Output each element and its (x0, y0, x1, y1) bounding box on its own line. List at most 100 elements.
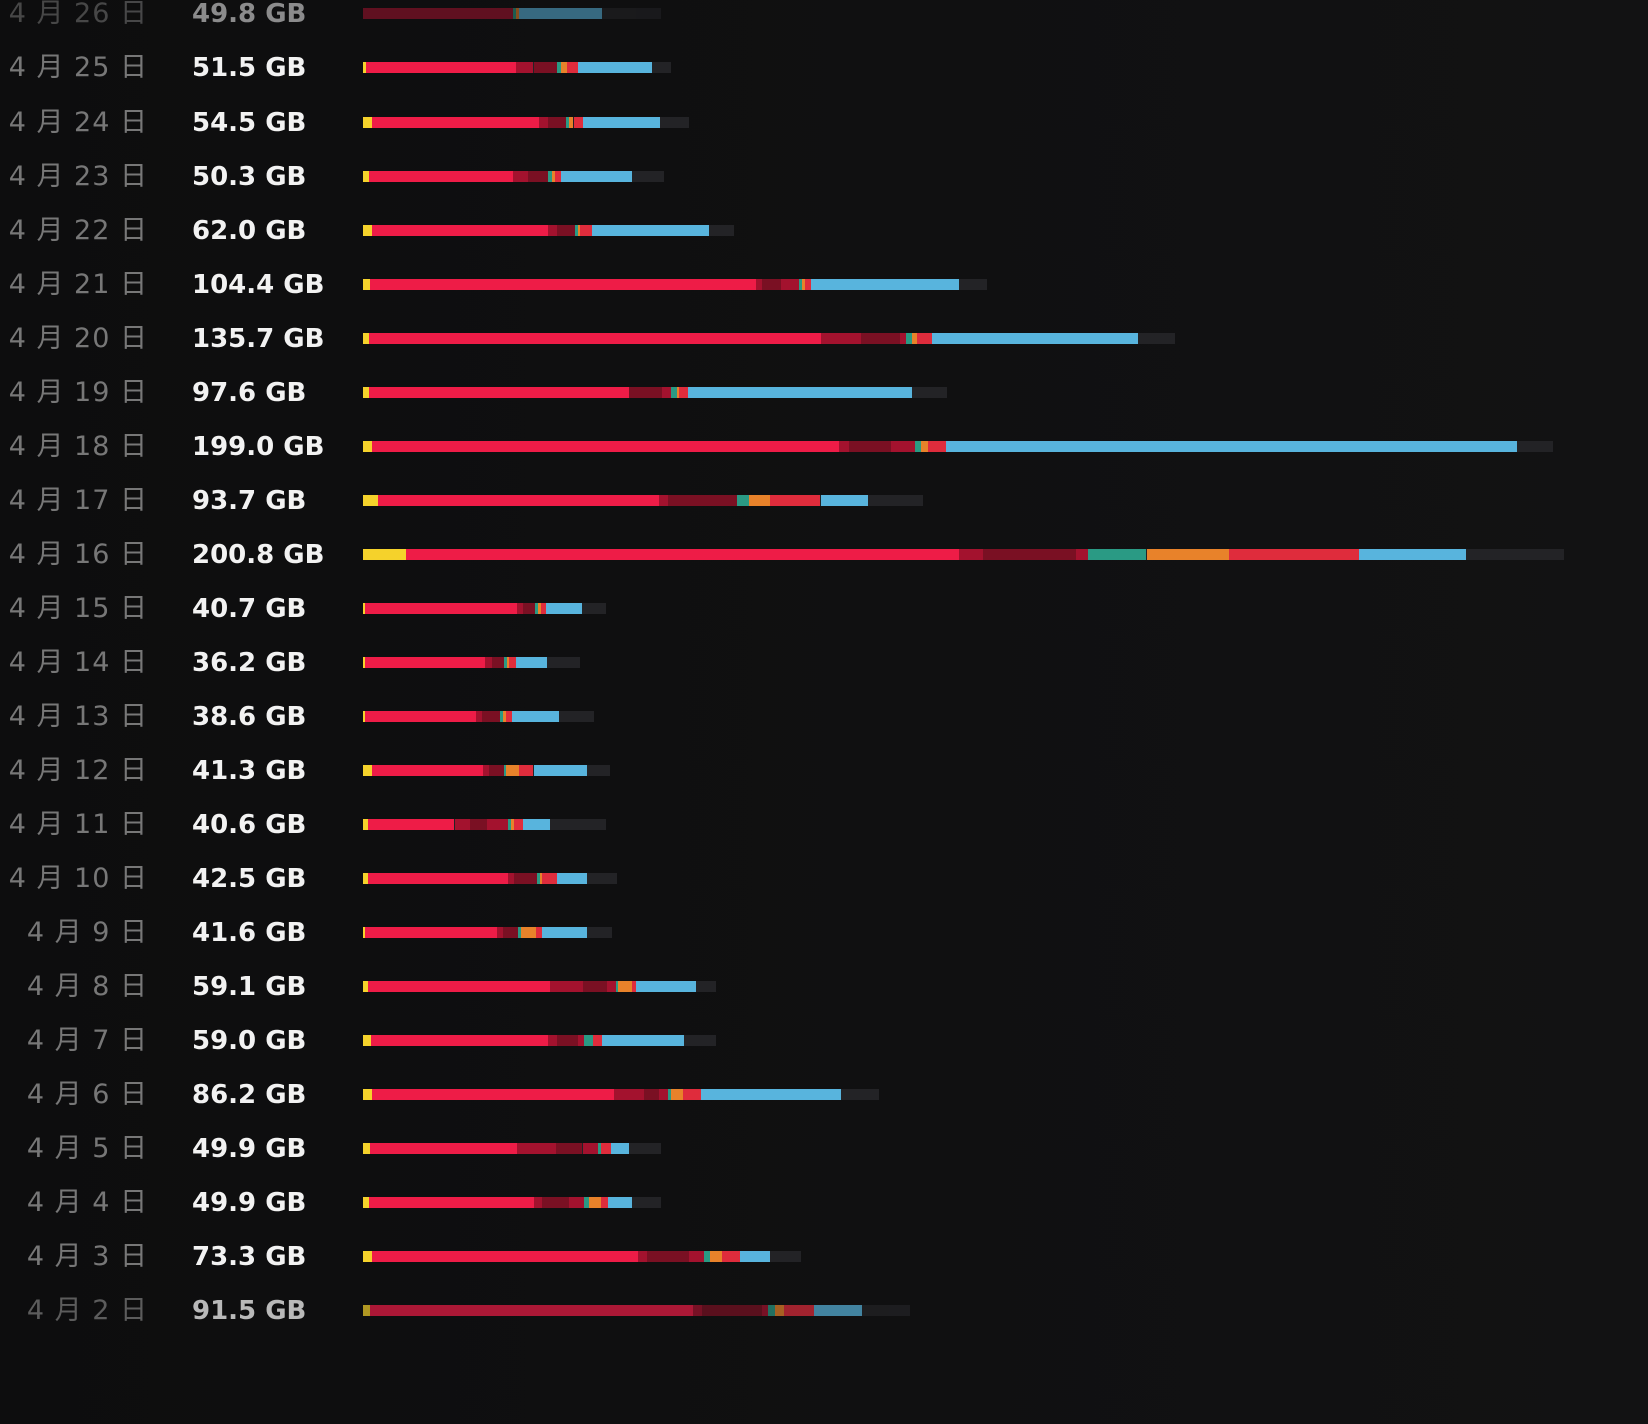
usage-row[interactable]: 4 月 26 日 49.8 GB (0, 0, 1648, 34)
usage-row[interactable]: 4 月 4 日 49.9 GB (0, 1183, 1648, 1223)
usage-bar-segment-orange (505, 765, 520, 776)
usage-row[interactable]: 4 月 16 日 200.8 GB (0, 535, 1648, 575)
usage-bar-segment-red (406, 549, 960, 560)
usage-row[interactable]: 4 月 22 日 62.0 GB (0, 211, 1648, 251)
usage-row[interactable]: 4 月 23 日 50.3 GB (0, 157, 1648, 197)
usage-bar-segment-red2 (573, 117, 583, 128)
usage-row[interactable]: 4 月 10 日 42.5 GB (0, 859, 1648, 899)
usage-bar-segment-yellow (363, 657, 366, 668)
usage-row[interactable]: 4 月 24 日 54.5 GB (0, 103, 1648, 143)
usage-bar (363, 1305, 910, 1316)
usage-bar-segment-orange (617, 981, 633, 992)
usage-bar (363, 1143, 661, 1154)
usage-bar-segment-orange (1146, 549, 1229, 560)
usage-bar-segment-red2 (514, 819, 524, 830)
usage-bar-segment-maroon (900, 333, 907, 344)
usage-row[interactable]: 4 月 25 日 51.5 GB (0, 48, 1648, 88)
usage-bar (363, 387, 947, 398)
usage-bar-segment-orange (589, 1197, 602, 1208)
usage-row[interactable]: 4 月 15 日 40.7 GB (0, 589, 1648, 629)
usage-bar-segment-yellow (363, 279, 371, 290)
usage-bar-segment-yellow (363, 711, 366, 722)
usage-bar-segment-yellow (363, 765, 372, 776)
usage-bar-segment-maroon (548, 225, 558, 236)
row-size: 104.4 GB (192, 270, 325, 300)
row-size: 41.6 GB (192, 918, 307, 948)
usage-bar-segment-maroon (1075, 549, 1088, 560)
usage-bar-segment-orange (510, 819, 515, 830)
usage-bar-segment-yellow (363, 603, 365, 614)
usage-bar-segment-maroon (497, 927, 503, 938)
usage-row[interactable]: 4 月 9 日 41.6 GB (0, 913, 1648, 953)
usage-bar-segment-teal (537, 873, 540, 884)
row-size: 59.0 GB (192, 1026, 307, 1056)
usage-row[interactable]: 4 月 19 日 97.6 GB (0, 373, 1648, 413)
usage-bar-segment-yellow (363, 1035, 372, 1046)
usage-bar-segment-red (365, 711, 476, 722)
usage-row[interactable]: 4 月 20 日 135.7 GB (0, 319, 1648, 359)
usage-bar-segment-red (369, 171, 513, 182)
usage-row[interactable]: 4 月 14 日 36.2 GB (0, 643, 1648, 683)
usage-bar-segment-blue (511, 711, 559, 722)
usage-bar-segment-orange (748, 495, 770, 506)
usage-row[interactable]: 4 月 11 日 40.6 GB (0, 805, 1648, 845)
usage-bar-segment-orange (709, 1251, 722, 1262)
usage-bar-segment-orange (503, 711, 506, 722)
usage-bar-segment-orange (515, 8, 519, 19)
usage-bar-segment-red2 (601, 1143, 612, 1154)
usage-bar-segment-dark-maroon (557, 225, 576, 236)
usage-bar-segment-blue (546, 603, 582, 614)
usage-bar-segment-maroon (539, 117, 549, 128)
row-size: 42.5 GB (192, 864, 307, 894)
row-date: 4 月 23 日 (8, 161, 148, 192)
usage-bar-segment-yellow (363, 927, 366, 938)
usage-bar-segment-blue (820, 495, 869, 506)
usage-row[interactable]: 4 月 7 日 59.0 GB (0, 1021, 1648, 1061)
usage-bar (363, 333, 1175, 344)
usage-row[interactable]: 4 月 12 日 41.3 GB (0, 751, 1648, 791)
usage-row[interactable]: 4 月 13 日 38.6 GB (0, 697, 1648, 737)
row-size: 199.0 GB (192, 432, 325, 462)
usage-bar-segment-red (378, 495, 660, 506)
usage-bar-segment-yellow (363, 387, 369, 398)
usage-row[interactable]: 4 月 8 日 59.1 GB (0, 967, 1648, 1007)
usage-bar-segment-red (365, 927, 497, 938)
usage-bar-segment-yellow (363, 1089, 372, 1100)
usage-bar-segment-dark-maroon (482, 711, 500, 722)
usage-bar-segment-maroon (607, 981, 616, 992)
row-date: 4 月 11 日 (8, 809, 148, 840)
usage-bar-segment-blue (739, 1251, 770, 1262)
usage-bar-segment-maroon (454, 819, 470, 830)
usage-bar (363, 603, 606, 614)
row-size: 59.1 GB (192, 972, 307, 1002)
usage-bar-segment-orange (552, 171, 555, 182)
usage-bar-segment-red2 (784, 1305, 814, 1316)
usage-bar-segment-maroon (482, 765, 489, 776)
usage-bar-segment-maroon (659, 1089, 669, 1100)
usage-bar-segment-dark-maroon (556, 1035, 578, 1046)
usage-bar-segment-red2 (601, 1197, 609, 1208)
usage-bar-segment-orange (912, 333, 917, 344)
usage-row[interactable]: 4 月 2 日 91.5 GB (0, 1291, 1648, 1331)
usage-bar-segment-red2 (928, 441, 947, 452)
usage-bar-segment-red (372, 441, 839, 452)
usage-bar (363, 657, 580, 668)
usage-bar-segment-dark-maroon (533, 62, 558, 73)
usage-bar-segment-maroon (959, 549, 984, 560)
usage-bar-segment-red (367, 819, 455, 830)
usage-row[interactable]: 4 月 3 日 73.3 GB (0, 1237, 1648, 1277)
row-size: 40.6 GB (192, 810, 307, 840)
usage-bar-segment-teal (557, 62, 561, 73)
row-date: 4 月 9 日 (26, 917, 148, 948)
usage-bar (363, 279, 987, 290)
usage-bar-segment-yellow (363, 441, 372, 452)
usage-row[interactable]: 4 月 17 日 93.7 GB (0, 481, 1648, 521)
usage-bar (363, 8, 661, 19)
usage-row[interactable]: 4 月 6 日 86.2 GB (0, 1075, 1648, 1115)
usage-row[interactable]: 4 月 18 日 199.0 GB (0, 427, 1648, 467)
row-size: 51.5 GB (192, 53, 307, 83)
usage-row[interactable]: 4 月 5 日 49.9 GB (0, 1129, 1648, 1169)
usage-bar-segment-teal (906, 333, 913, 344)
usage-bar-segment-red (364, 603, 518, 614)
usage-row[interactable]: 4 月 21 日 104.4 GB (0, 265, 1648, 305)
